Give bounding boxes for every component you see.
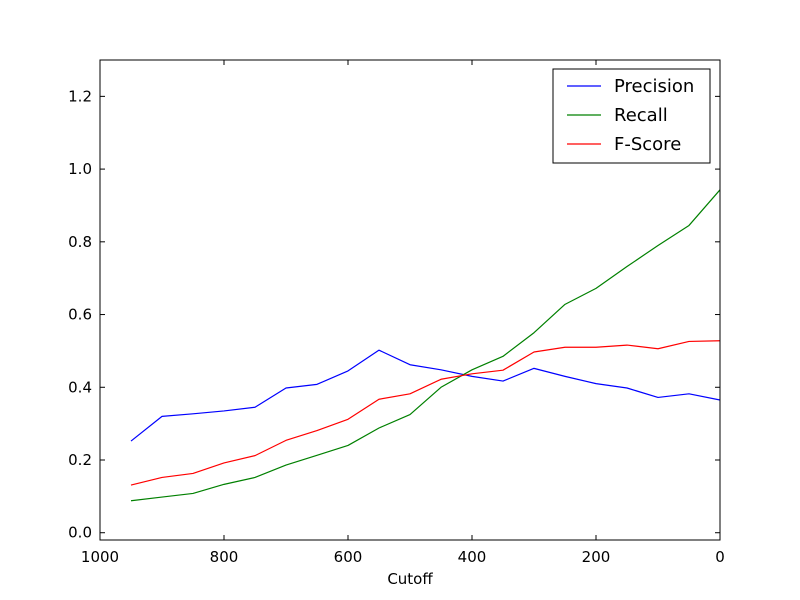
x-tick-label: 1000 (81, 548, 119, 566)
x-tick-label: 800 (210, 548, 239, 566)
y-tick-label: 0.2 (68, 451, 92, 469)
legend: Precision Recall F-Score (552, 68, 711, 164)
series-line-f-score (130, 340, 721, 486)
y-tick-label: 0.6 (68, 306, 92, 324)
y-tick-label: 1.2 (68, 87, 92, 105)
legend-label-f-score: F-Score (614, 134, 681, 155)
y-tick-label: 0.0 (68, 524, 92, 542)
x-axis-label: Cutoff (387, 570, 433, 588)
y-axis: 0.0 0.2 0.4 0.6 0.8 1.0 1.2 (68, 87, 720, 542)
legend-box (552, 68, 711, 164)
y-tick-label: 1.0 (68, 160, 92, 178)
legend-label-recall: Recall (614, 105, 668, 126)
y-tick-label: 0.4 (68, 378, 92, 396)
series-line-precision (130, 349, 721, 442)
plot-frame (99, 59, 721, 541)
series-line-recall (130, 189, 721, 502)
x-tick-label: 200 (582, 548, 611, 566)
legend-label-precision: Precision (614, 76, 694, 97)
x-axis: 1000 800 600 400 200 0 (81, 60, 725, 566)
y-tick-label: 0.8 (68, 233, 92, 251)
plot-area (99, 59, 721, 541)
x-tick-label: 0 (715, 548, 725, 566)
x-tick-label: 400 (458, 548, 487, 566)
x-tick-label: 600 (334, 548, 363, 566)
